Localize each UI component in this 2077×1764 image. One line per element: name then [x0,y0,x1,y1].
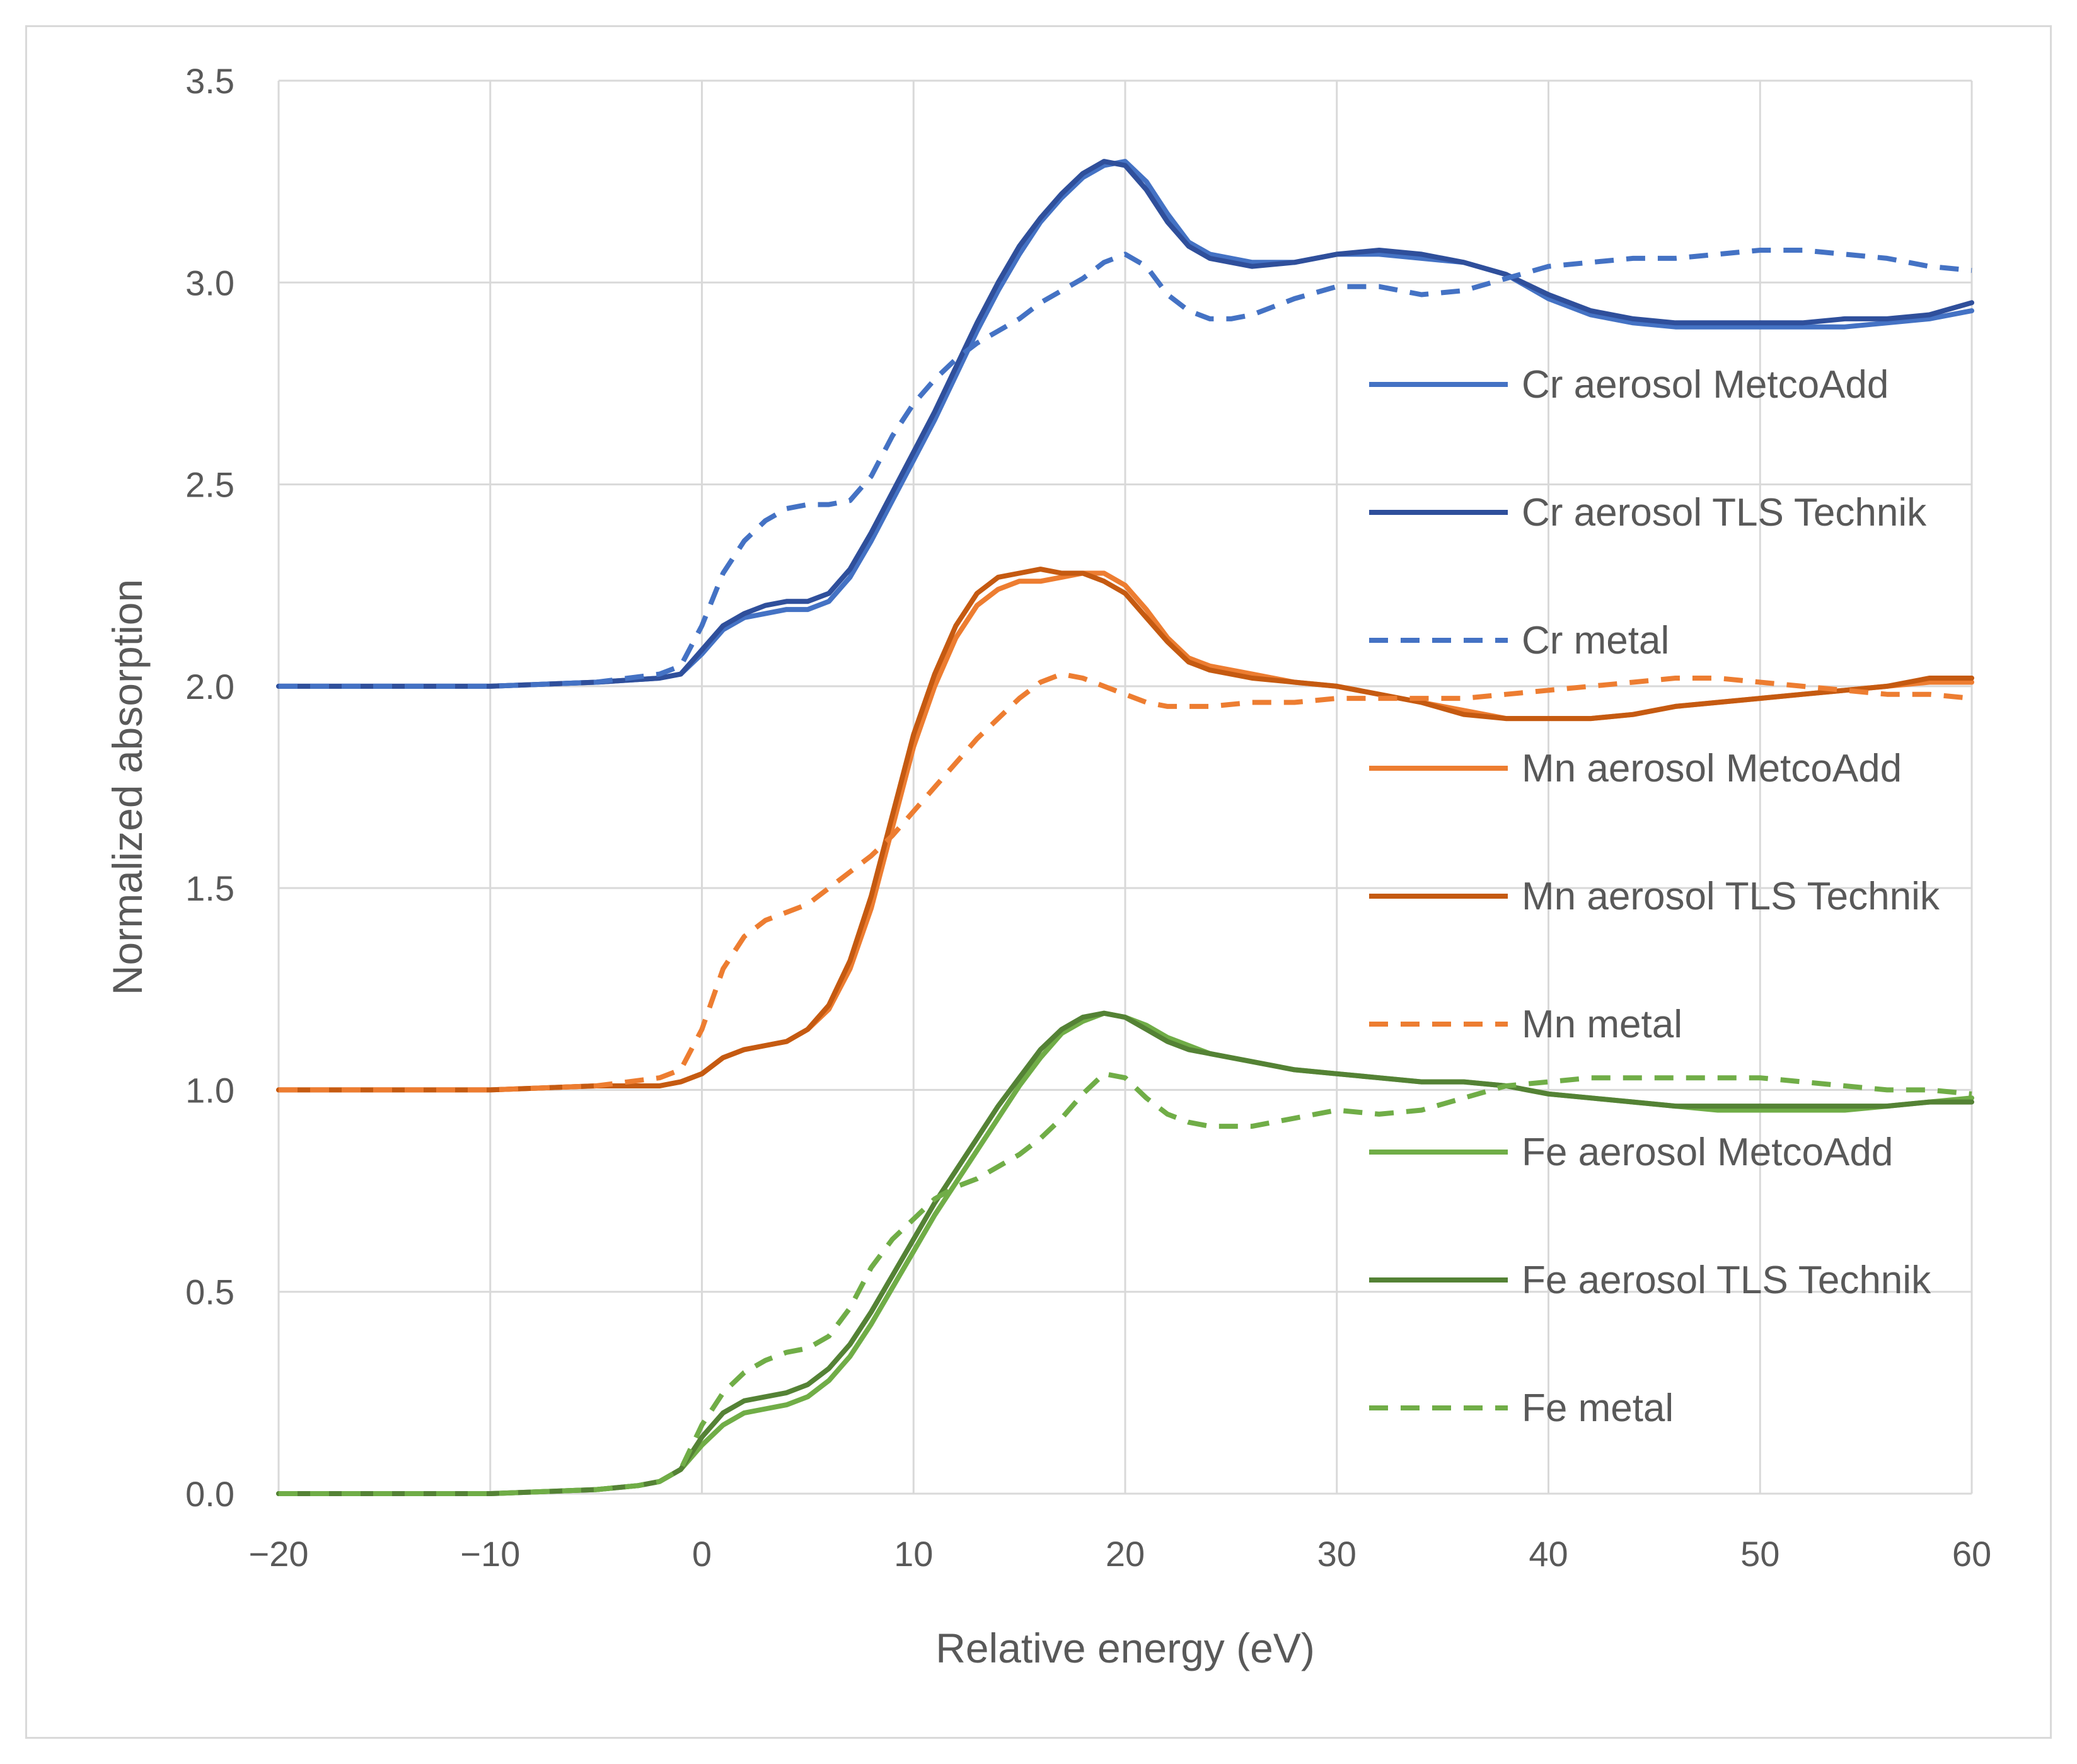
legend-label-6: Fe aerosol MetcoAdd [1522,1131,1893,1174]
y-tick-label: 2.0 [185,667,234,706]
y-tick-label: 1.5 [185,868,234,908]
x-tick-label: 30 [1317,1534,1357,1574]
legend-label-4: Mn aerosol TLS Technik [1522,875,1940,918]
x-tick-label: 10 [894,1534,933,1574]
x-axis-title: Relative energy (eV) [935,1625,1315,1671]
y-axis-title: Normalized absorption [104,579,151,995]
x-tick-label: −20 [249,1534,309,1574]
x-tick-label: 0 [692,1534,712,1574]
legend-label-3: Mn aerosol MetcoAdd [1522,747,1902,790]
series-line-5 [279,671,1972,1093]
y-tick-label: 2.5 [185,465,234,505]
legend-label-7: Fe aerosol TLS Technik [1522,1259,1931,1302]
legend-label-0: Cr aerosol MetcoAdd [1522,363,1889,406]
x-tick-label: −10 [460,1534,520,1574]
x-tick-label: 50 [1740,1534,1779,1574]
y-tick-label: 1.0 [185,1070,234,1110]
series-line-2 [279,248,1972,689]
y-tick-label: 0.5 [185,1272,234,1312]
series-line-0 [276,159,1974,689]
series-line-4 [276,567,1974,1093]
x-tick-label: 60 [1952,1534,1991,1574]
legend-label-8: Fe metal [1522,1386,1674,1430]
gridlines [277,79,1973,1495]
series-line-7 [276,1010,1974,1496]
x-tick-label: 40 [1529,1534,1568,1574]
series-lines [276,159,1974,1496]
series-line-1 [276,159,1974,689]
x-tick-label: 20 [1106,1534,1145,1574]
legend-label-5: Mn metal [1522,1003,1682,1046]
y-tick-label: 3.5 [185,61,234,101]
y-tick-label: 3.0 [185,263,234,303]
y-tick-label: 0.0 [185,1474,234,1514]
chart-frame [25,25,2052,1739]
legend: Cr aerosol MetcoAdd Cr aerosol TLS Techni… [1369,363,1940,1430]
series-line-8 [279,1071,1972,1496]
legend-label-2: Cr metal [1522,619,1669,662]
legend-label-1: Cr aerosol TLS Technik [1522,491,1927,534]
